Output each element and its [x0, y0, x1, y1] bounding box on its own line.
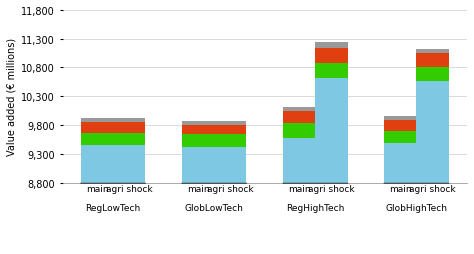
Bar	[81, 122, 113, 133]
Bar	[283, 112, 315, 124]
Bar	[214, 147, 246, 254]
Bar	[214, 134, 246, 147]
Bar	[214, 125, 246, 134]
Bar	[81, 146, 113, 254]
Bar	[315, 43, 347, 49]
Legend: Agriculture, Bioenergy, Biochemicals, Biofuels: Agriculture, Bioenergy, Biochemicals, Bi…	[132, 253, 398, 254]
Bar	[113, 118, 145, 122]
Bar	[417, 50, 449, 54]
Bar	[182, 134, 214, 147]
Bar	[113, 133, 145, 146]
Bar	[417, 82, 449, 254]
Text: GlobLowTech: GlobLowTech	[185, 203, 244, 212]
Bar	[283, 108, 315, 112]
Bar	[417, 54, 449, 68]
Y-axis label: Value added (€ millions): Value added (€ millions)	[7, 38, 17, 156]
Bar	[113, 122, 145, 133]
Bar	[214, 122, 246, 125]
Text: RegLowTech: RegLowTech	[85, 203, 141, 212]
Bar	[81, 118, 113, 122]
Text: GlobHighTech: GlobHighTech	[385, 203, 447, 212]
Bar	[384, 117, 417, 121]
Bar	[182, 147, 214, 254]
Bar	[113, 146, 145, 254]
Bar	[283, 138, 315, 254]
Bar	[182, 122, 214, 125]
Bar	[384, 131, 417, 143]
Bar	[315, 49, 347, 64]
Bar	[182, 125, 214, 134]
Bar	[384, 121, 417, 131]
Bar	[315, 64, 347, 78]
Bar	[283, 124, 315, 138]
Bar	[417, 68, 449, 82]
Bar	[81, 133, 113, 146]
Bar	[315, 78, 347, 254]
Text: RegHighTech: RegHighTech	[286, 203, 345, 212]
Bar	[384, 143, 417, 254]
